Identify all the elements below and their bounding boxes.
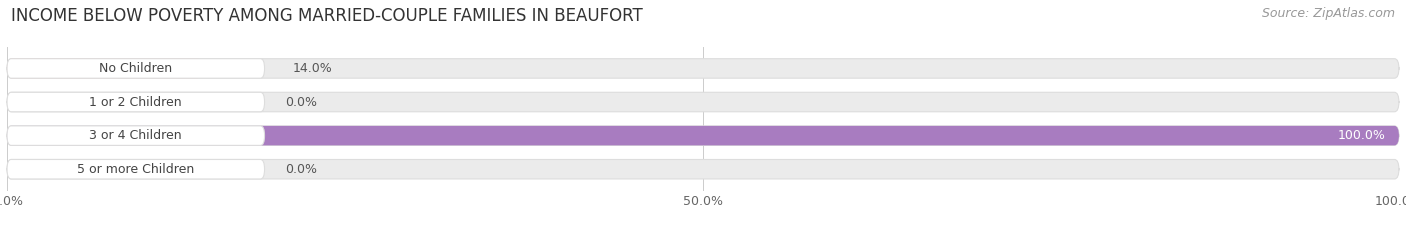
FancyBboxPatch shape [7, 126, 1399, 145]
FancyBboxPatch shape [7, 126, 264, 145]
Text: Source: ZipAtlas.com: Source: ZipAtlas.com [1261, 7, 1395, 20]
FancyBboxPatch shape [7, 159, 1399, 179]
Text: INCOME BELOW POVERTY AMONG MARRIED-COUPLE FAMILIES IN BEAUFORT: INCOME BELOW POVERTY AMONG MARRIED-COUPL… [11, 7, 643, 25]
Text: 0.0%: 0.0% [285, 96, 318, 109]
FancyBboxPatch shape [7, 92, 264, 112]
FancyBboxPatch shape [7, 59, 264, 78]
Text: 1 or 2 Children: 1 or 2 Children [90, 96, 183, 109]
Text: 100.0%: 100.0% [1337, 129, 1385, 142]
FancyBboxPatch shape [7, 159, 264, 179]
Text: 3 or 4 Children: 3 or 4 Children [90, 129, 183, 142]
Text: No Children: No Children [100, 62, 173, 75]
FancyBboxPatch shape [7, 126, 1399, 145]
Text: 5 or more Children: 5 or more Children [77, 163, 194, 176]
FancyBboxPatch shape [7, 59, 202, 78]
Text: 14.0%: 14.0% [292, 62, 332, 75]
FancyBboxPatch shape [7, 59, 1399, 78]
Text: 0.0%: 0.0% [285, 163, 318, 176]
FancyBboxPatch shape [7, 92, 1399, 112]
